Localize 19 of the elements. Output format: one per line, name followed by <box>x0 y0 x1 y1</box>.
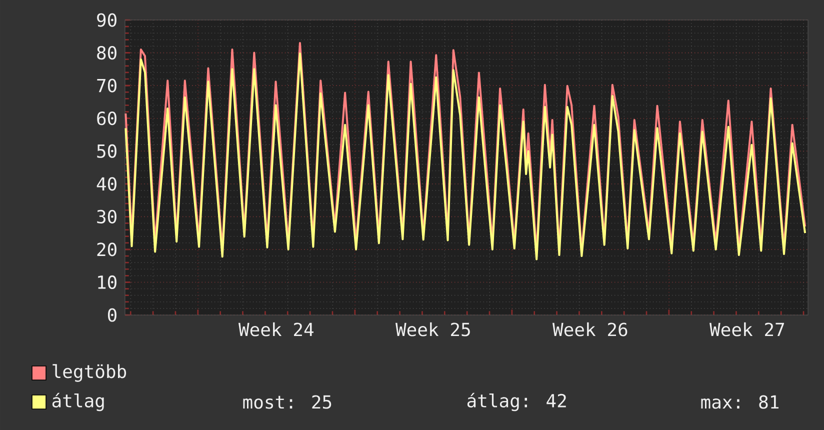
x-tick-label: Week 24 <box>238 322 314 336</box>
y-tick-label: 20 <box>97 242 116 256</box>
y-tick-label: 50 <box>97 144 116 158</box>
text: átlag: 42 <box>467 392 566 412</box>
text: most: 25 <box>243 395 332 409</box>
legend-label: átlag <box>52 392 104 412</box>
y-tick-label: 90 <box>97 13 116 27</box>
y-tick-label: 80 <box>97 46 116 60</box>
y-tick-label: 10 <box>98 275 116 290</box>
x-tick-label: Week 26 <box>552 322 628 336</box>
x-tick-label: Week 27 <box>710 322 784 336</box>
y-tick-label: 30 <box>97 210 116 224</box>
x-tick-label: Week 25 <box>395 322 470 336</box>
y-tick-label: 60 <box>97 112 116 126</box>
y-tick-label: 40 <box>96 177 116 191</box>
y-tick-label: 0 <box>108 308 116 322</box>
text: max: 81 <box>701 395 779 409</box>
y-tick-label: 70 <box>97 78 116 92</box>
legend-label: legtöbb <box>52 364 126 382</box>
